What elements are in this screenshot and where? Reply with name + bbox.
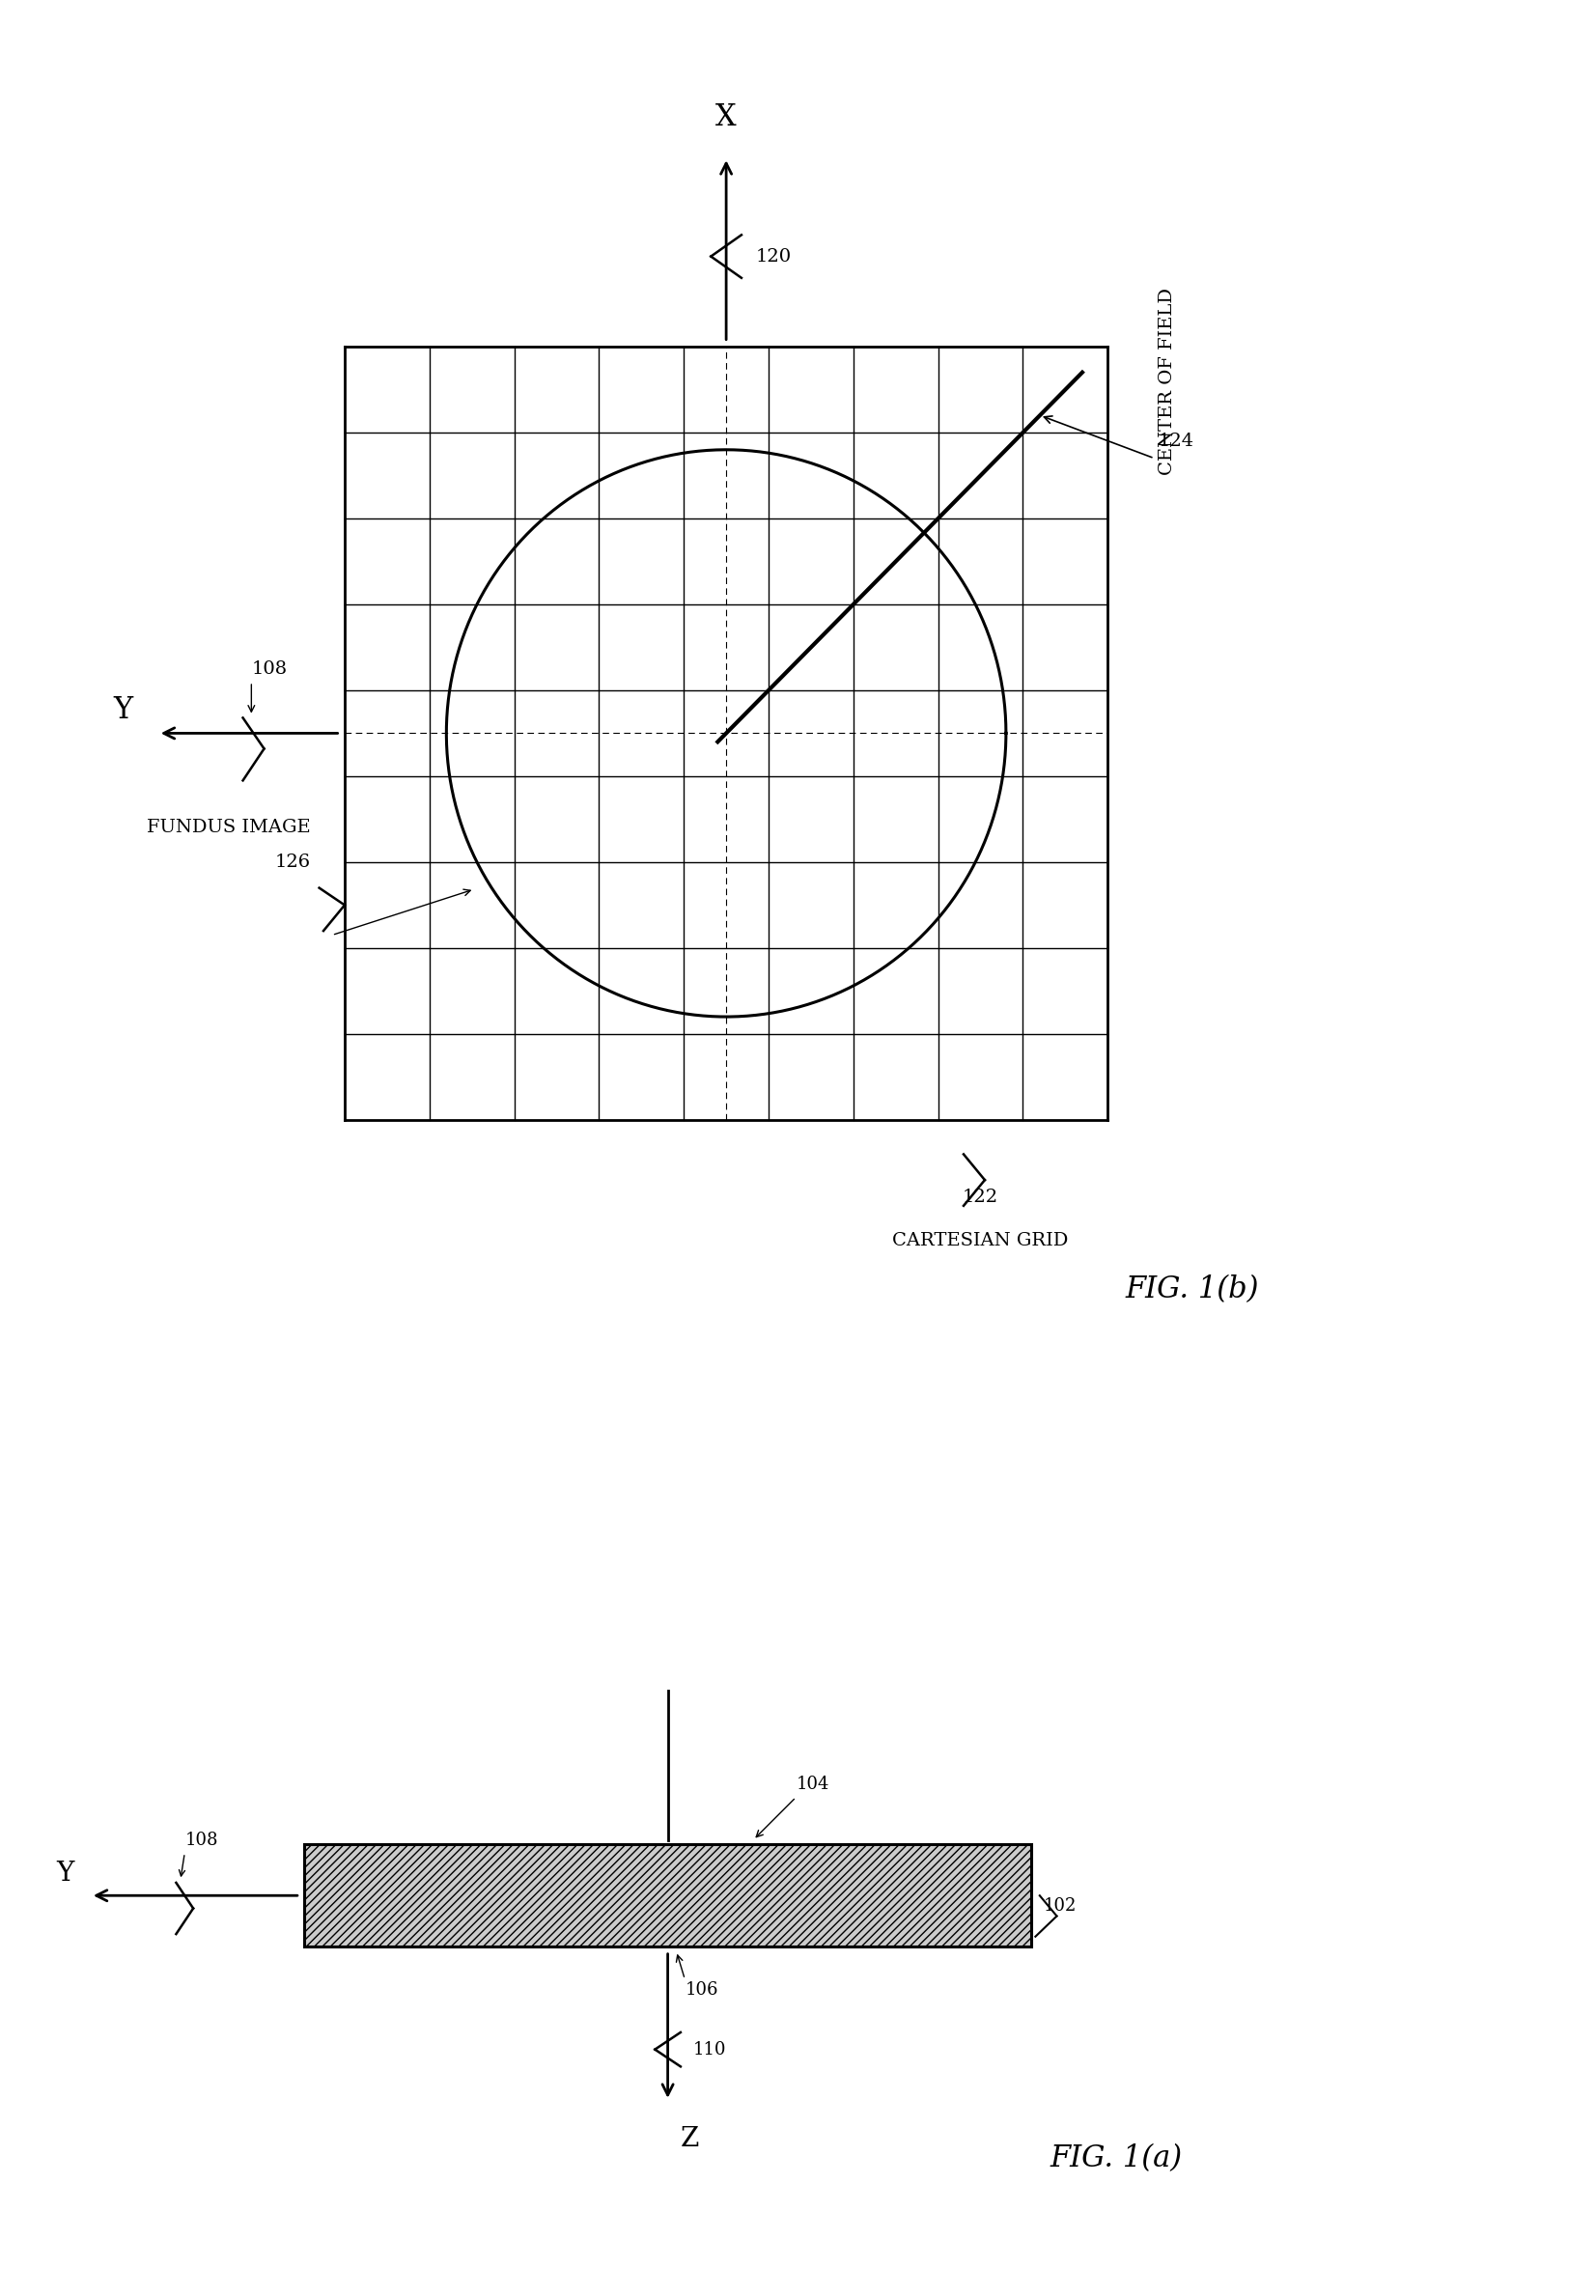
Text: FUNDUS IMAGE: FUNDUS IMAGE	[147, 820, 311, 836]
Text: 110: 110	[693, 2041, 726, 2057]
Text: 124: 124	[1159, 432, 1194, 450]
Text: FIG. 1(b): FIG. 1(b)	[1125, 1274, 1259, 1304]
Text: 108: 108	[252, 659, 287, 677]
Bar	[305, 1844, 1031, 1947]
Text: FIG. 1(a): FIG. 1(a)	[1050, 2144, 1183, 2174]
Text: 106: 106	[685, 1981, 718, 1998]
Text: 102: 102	[1044, 1896, 1077, 1915]
Text: X: X	[715, 101, 737, 131]
Text: CENTER OF FIELD: CENTER OF FIELD	[1159, 289, 1176, 475]
Text: Z: Z	[680, 2126, 699, 2151]
Text: 120: 120	[757, 248, 792, 264]
Text: CARTESIAN GRID: CARTESIAN GRID	[892, 1231, 1069, 1249]
Text: 108: 108	[185, 1832, 219, 1848]
Text: Y: Y	[113, 696, 132, 726]
Text: Y: Y	[56, 1862, 73, 1887]
Text: 122: 122	[962, 1189, 999, 1205]
Text: 104: 104	[796, 1775, 830, 1793]
Text: 126: 126	[275, 854, 311, 870]
